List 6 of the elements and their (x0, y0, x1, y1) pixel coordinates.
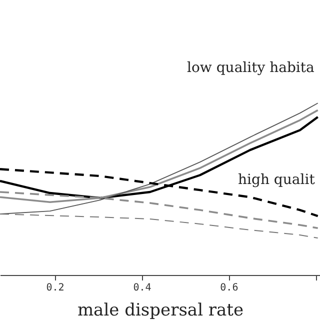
text: low quality habita (187, 60, 314, 76)
x-axis-title: male dispersal rate (77, 300, 244, 320)
x-tick-label: 0.6 (220, 282, 238, 294)
annotation: high qualit (238, 172, 316, 188)
x-tick-label: 0.4 (133, 282, 152, 294)
x-tick-label: 0.2 (46, 282, 64, 294)
